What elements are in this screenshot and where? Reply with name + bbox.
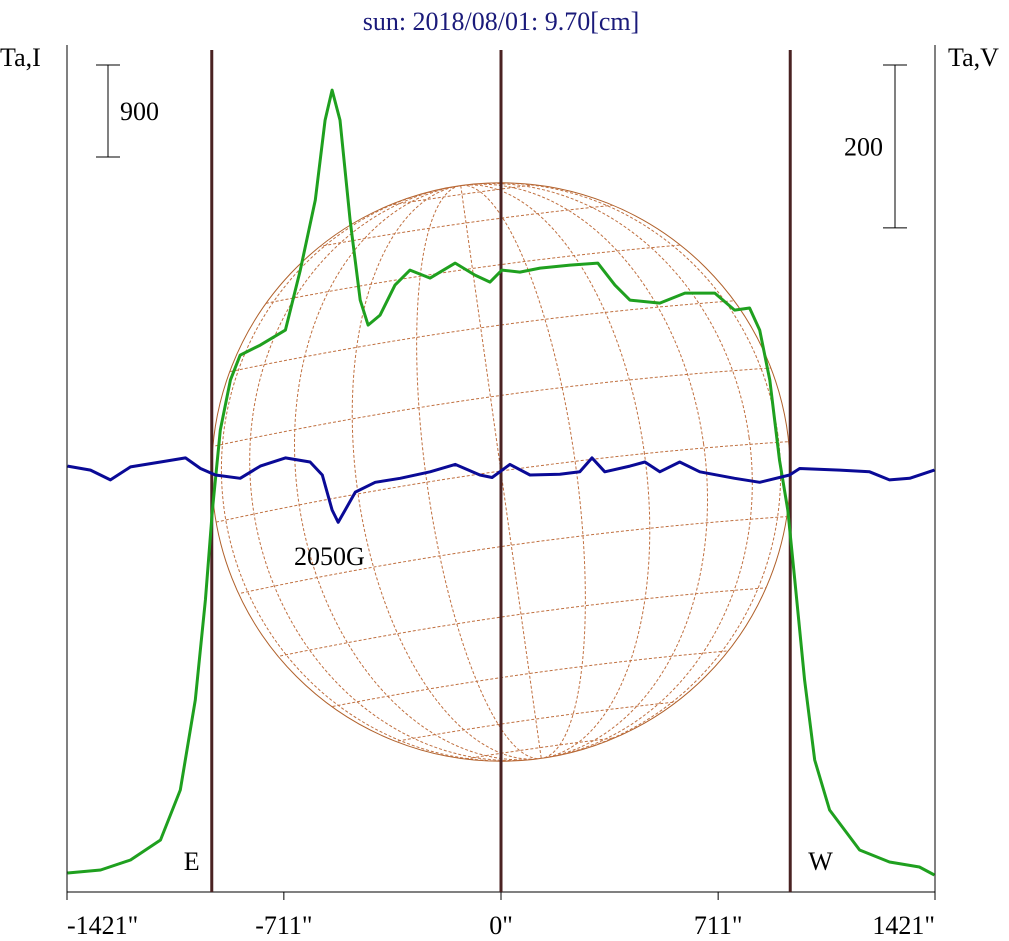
scale-bar-label: 900 (120, 97, 159, 126)
parallel (226, 515, 800, 597)
y2-axis-label: Ta,V (948, 43, 999, 72)
x-tick-label: 1421" (872, 911, 935, 940)
chart-title: sun: 2018/08/01: 9.70[cm] (363, 7, 640, 36)
parallel (254, 717, 828, 799)
x-tick-label: -1421" (67, 911, 138, 940)
parallel (187, 238, 761, 321)
y-axis-label: Ta,I (0, 43, 41, 72)
parallel (215, 441, 789, 523)
x-tick-label: 0" (489, 911, 513, 940)
parallel (250, 689, 824, 771)
x-tick-label: 711" (694, 911, 743, 940)
parallel (205, 367, 779, 449)
limb-label: W (808, 847, 833, 876)
annotation: 2050G (294, 542, 365, 571)
x-tick-label: -711" (255, 911, 312, 940)
parallel (195, 297, 769, 380)
scale-bar-label: 200 (844, 132, 883, 161)
parallel (176, 164, 750, 246)
meridian (460, 185, 542, 759)
series-line (67, 456, 935, 524)
limb-label: E (184, 847, 200, 876)
parallel (235, 584, 809, 666)
parallel (181, 193, 754, 275)
series-line (67, 88, 936, 877)
meridian (249, 182, 753, 762)
